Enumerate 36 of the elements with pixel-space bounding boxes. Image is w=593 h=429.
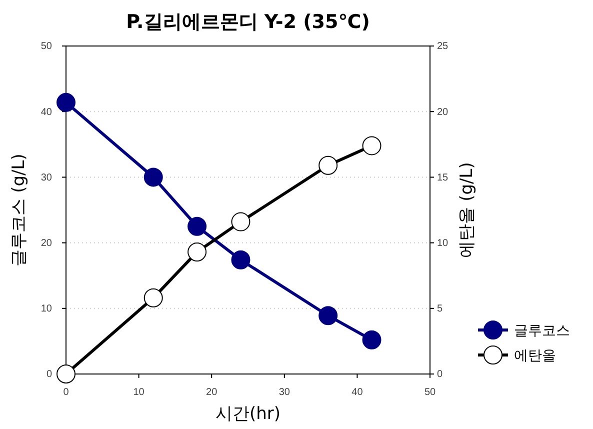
y2-tick-label: 25 bbox=[437, 41, 449, 52]
point bbox=[231, 250, 250, 270]
point bbox=[362, 136, 382, 156]
y2-axis-title: 에탄올 (g/L) bbox=[457, 162, 477, 258]
x-tick-label: 40 bbox=[352, 387, 364, 398]
point bbox=[318, 156, 338, 175]
point bbox=[144, 168, 163, 187]
y-tick-label: 40 bbox=[40, 106, 52, 118]
y-tick-label: 50 bbox=[40, 41, 52, 52]
x-tick-label: 20 bbox=[206, 387, 218, 398]
legend-label: 에탄올 bbox=[514, 348, 556, 364]
y-tick-label: 10 bbox=[40, 304, 52, 315]
x-tick-label: 10 bbox=[133, 387, 145, 398]
y2-tick-label: 5 bbox=[437, 304, 443, 315]
y2-tick-label: 0 bbox=[437, 369, 443, 380]
point bbox=[188, 242, 207, 262]
point bbox=[56, 364, 76, 384]
point bbox=[188, 216, 207, 236]
point bbox=[144, 288, 163, 308]
x-tick-label: 50 bbox=[424, 387, 436, 398]
y2-tick-label: 10 bbox=[437, 238, 449, 249]
chart-title: P.길리에르몬디 Y-2 (35℃) bbox=[126, 11, 370, 33]
x-tick-label: 0 bbox=[63, 387, 70, 398]
point bbox=[231, 212, 250, 232]
x-tick-label: 30 bbox=[278, 387, 290, 398]
y-axis-title: 글루코스 (g/L) bbox=[9, 154, 29, 266]
y-tick-label: 30 bbox=[40, 172, 52, 184]
point bbox=[56, 92, 76, 112]
y2-tick-label: 15 bbox=[437, 172, 449, 184]
y-tick-label: 0 bbox=[46, 369, 52, 380]
point bbox=[362, 330, 382, 350]
point bbox=[318, 306, 338, 326]
x-axis-title: 시간(hr) bbox=[215, 404, 281, 424]
legend-label: 글루코스 bbox=[514, 323, 570, 339]
y2-tick-label: 20 bbox=[437, 106, 449, 118]
y-tick-label: 20 bbox=[40, 238, 52, 249]
